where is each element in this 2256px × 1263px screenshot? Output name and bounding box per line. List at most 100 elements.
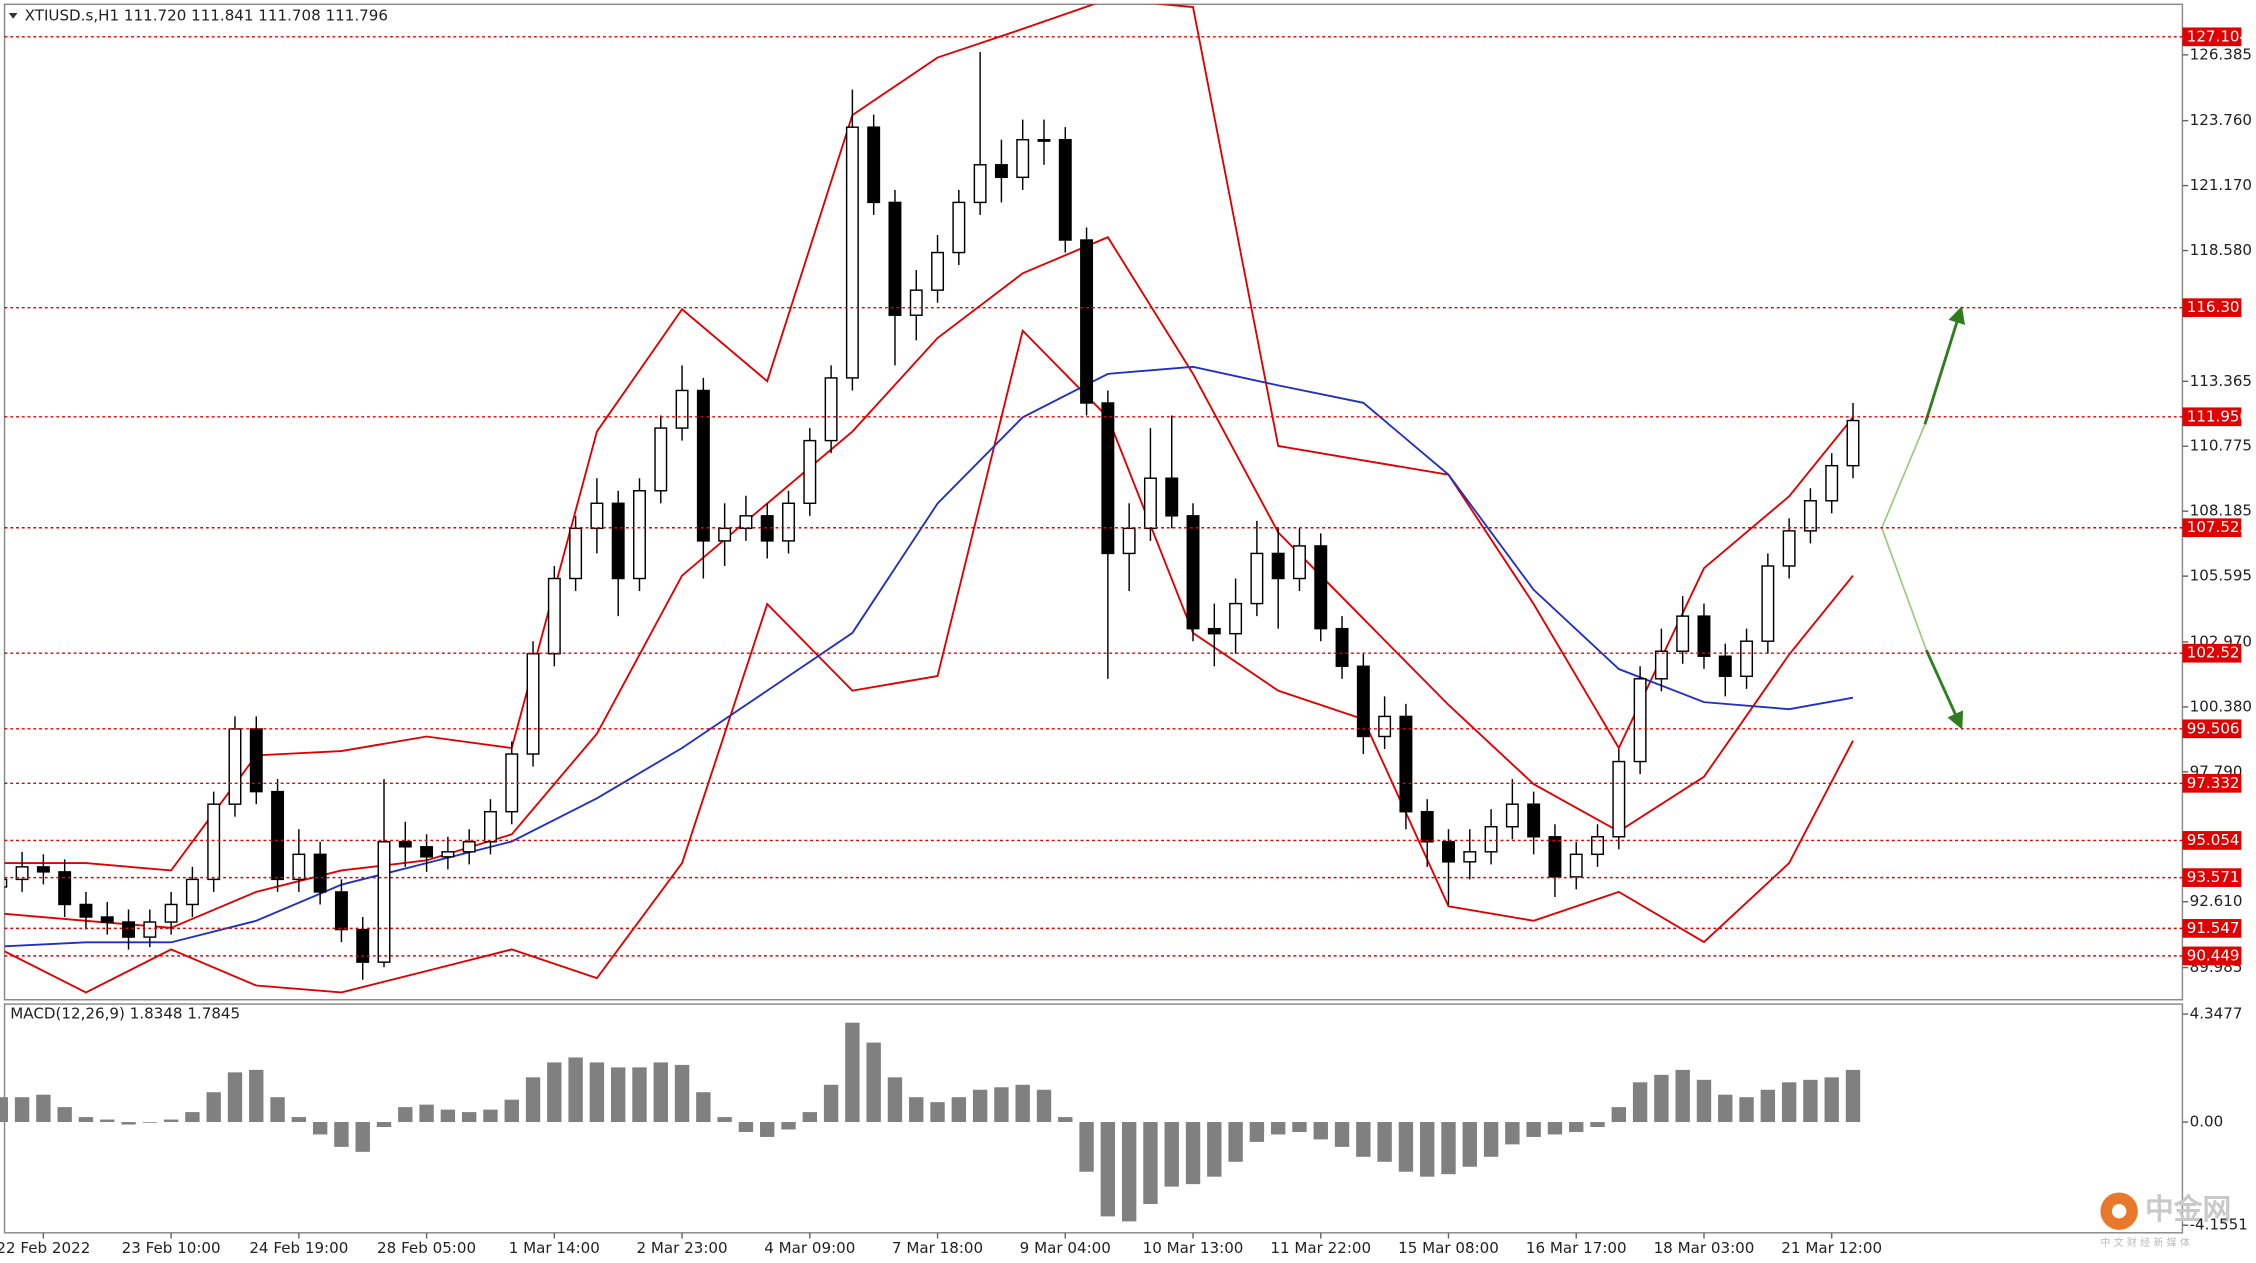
macd-bar — [0, 1097, 8, 1123]
candle-body — [1420, 810, 1434, 843]
macd-bar — [1675, 1069, 1690, 1123]
candle-body — [1080, 239, 1094, 404]
candle-body — [1633, 678, 1647, 763]
y-tick-label: 100.380 — [2190, 697, 2252, 715]
macd-bar — [845, 1022, 860, 1123]
macd-bar — [674, 1064, 690, 1123]
macd-bar — [823, 1084, 839, 1123]
y-tick-label: 0.00 — [2190, 1113, 2224, 1131]
watermark: 中金网 中 文 财 经 新 媒 体 — [2100, 1192, 2231, 1249]
band-line — [4, 328, 1854, 994]
candle-body — [1250, 552, 1264, 605]
chart-title: XTIUSD.s,H1 111.720 111.841 111.708 111.… — [25, 6, 388, 24]
macd-bar — [1228, 1122, 1243, 1162]
y-tick-label: 4.3477 — [2190, 1005, 2243, 1023]
candle-body — [1292, 545, 1306, 580]
candle-body — [696, 389, 710, 542]
candle-body — [526, 653, 540, 755]
y-tick-label: 123.760 — [2190, 111, 2252, 129]
arrow-up-leg — [1880, 424, 1926, 529]
macd-bar — [632, 1067, 647, 1123]
candle-body — [292, 853, 306, 881]
candle-body — [1378, 715, 1392, 738]
level-label: 91.547 — [2187, 919, 2240, 937]
candle-body — [952, 201, 966, 254]
macd-bar — [121, 1122, 136, 1125]
macd-bar — [866, 1042, 881, 1123]
candle-body — [1442, 841, 1455, 863]
arrow-down — [1925, 649, 1964, 730]
candle-body — [1718, 655, 1732, 678]
candle-body — [547, 577, 561, 655]
candle-body — [760, 515, 774, 542]
macd-bar — [142, 1122, 158, 1123]
macd-bar — [611, 1067, 626, 1123]
candle-body — [1101, 402, 1115, 555]
y-tick-label: 113.365 — [2190, 372, 2252, 390]
candle-body — [569, 527, 583, 580]
macd-bar — [1377, 1122, 1392, 1162]
macd-bar — [802, 1112, 817, 1123]
macd-bar — [1569, 1122, 1584, 1132]
level-label-bg — [2182, 919, 2242, 938]
macd-bar — [547, 1062, 562, 1123]
macd-bar — [419, 1104, 434, 1123]
candle-body — [122, 921, 136, 938]
macd-bar — [1334, 1122, 1350, 1147]
candle-body — [420, 846, 434, 858]
macd-bar — [1164, 1122, 1179, 1187]
macd-bar — [525, 1077, 541, 1123]
candle-body — [185, 878, 199, 906]
candle-body — [888, 201, 902, 316]
macd-bar — [461, 1112, 477, 1123]
plot-area — [4, 4, 1860, 994]
level-label: 99.506 — [2187, 719, 2240, 737]
candle-body — [824, 377, 838, 442]
macd-bar — [270, 1097, 285, 1123]
candle-body — [973, 164, 987, 204]
candle-body — [356, 928, 370, 963]
candle-body — [739, 515, 753, 530]
candle-body — [1782, 530, 1796, 567]
arrow-down-leg — [1880, 527, 1928, 651]
macd-bar — [589, 1062, 605, 1123]
candle-body — [164, 903, 178, 923]
candle-body — [1143, 477, 1157, 530]
macd-bar — [227, 1072, 243, 1123]
macd-bar — [334, 1122, 349, 1147]
macd-bar — [696, 1092, 711, 1123]
watermark-text: 中金网 — [2145, 1192, 2231, 1226]
macd-bar — [1420, 1122, 1435, 1177]
macd-bar — [78, 1117, 94, 1123]
x-tick-label: 24 Feb 19:00 — [249, 1239, 348, 1257]
level-label: 116.301 — [2187, 298, 2249, 316]
macd-bar — [1654, 1074, 1669, 1123]
macd-bar — [376, 1122, 392, 1127]
level-label-bg — [2182, 643, 2242, 663]
macd-bar — [440, 1109, 456, 1123]
candle-body — [462, 841, 476, 853]
band-line — [4, 365, 1854, 948]
x-tick-label: 7 Mar 18:00 — [892, 1239, 983, 1257]
candle-body — [143, 921, 157, 938]
x-tick-label: 1 Mar 14:00 — [509, 1239, 600, 1257]
macd-bar — [1611, 1107, 1627, 1123]
candle-body — [1697, 615, 1711, 657]
level-label: 102.521 — [2187, 644, 2249, 662]
macd-bar — [1249, 1122, 1265, 1142]
level-label: 95.054 — [2187, 831, 2240, 849]
macd-bar — [1441, 1122, 1456, 1175]
candle-body — [1569, 853, 1583, 878]
macd-bar — [972, 1089, 988, 1123]
macd-bar — [185, 1112, 200, 1123]
candle-body — [1207, 627, 1221, 635]
candle-body — [803, 439, 817, 505]
x-tick-label: 23 Feb 10:00 — [122, 1239, 221, 1257]
macd-bar — [1313, 1122, 1328, 1140]
x-tick-label: 21 Mar 12:00 — [1781, 1239, 1882, 1257]
candle-body — [633, 490, 646, 580]
x-tick-label: 22 Feb 2022 — [0, 1239, 90, 1257]
x-tick-label: 18 Mar 03:00 — [1654, 1239, 1755, 1257]
